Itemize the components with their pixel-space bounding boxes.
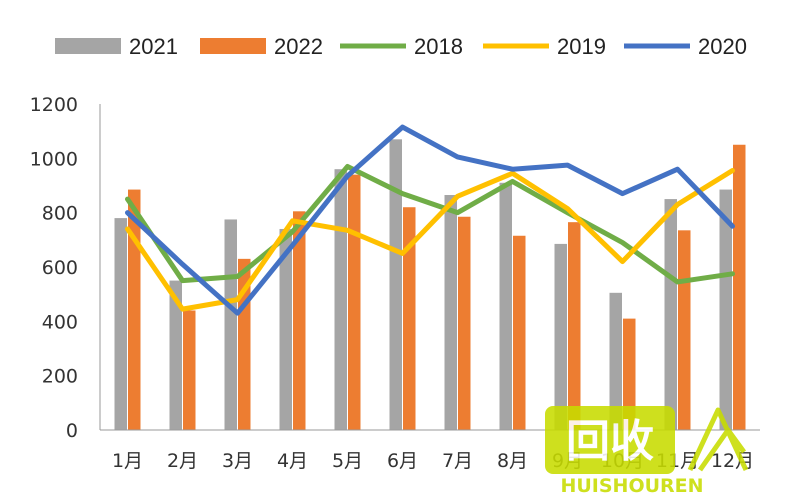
watermark-logo-text: 回收 [566,416,654,467]
watermark-badge [545,406,675,474]
x-tick-label: 4月 [277,450,308,472]
bar-2021-8 [499,182,512,430]
bar-2021-2 [169,280,182,430]
y-tick-label: 0 [66,420,78,442]
watermark-arrow-icon [687,407,749,472]
x-tick-label: 2月 [167,450,198,472]
bar-2021-6 [389,139,402,431]
legend: 2021 2022 2018 2019 2020 [55,34,747,59]
x-tick-label: 6月 [387,450,418,472]
legend-label-2021: 2021 [129,34,178,59]
bar-2021-10 [609,292,622,430]
legend-label-2019: 2019 [557,34,606,59]
bar-2021-12 [719,189,732,430]
axes-layer [99,104,760,431]
line-series-2019 [125,168,735,312]
y-tick-label: 1000 [30,148,78,170]
line-series-2020 [125,124,735,316]
bar-2021-3 [224,219,237,430]
x-tick-label: 7月 [442,450,473,472]
bar-2022-2 [183,310,196,430]
bar-2021-11 [664,199,677,430]
bar-2022-10 [623,318,636,430]
x-tick-label: 5月 [332,450,363,472]
bar-2021-4 [279,228,292,430]
bar-2022-6 [403,207,416,430]
bar-2022-12 [733,144,746,430]
x-tick-label: 1月 [112,450,143,472]
legend-label-2018: 2018 [414,34,463,59]
legend-label-2022: 2022 [274,34,323,59]
bar-2021-7 [444,195,457,430]
y-tick-label: 400 [42,311,78,333]
bar-2022-8 [513,235,526,430]
x-tick-label: 3月 [222,450,253,472]
bar-2022-9 [568,222,581,430]
y-tick-label: 800 [42,203,78,225]
x-tick-label: 8月 [497,450,528,472]
bar-layer [114,139,746,431]
bar-2022-1 [128,189,141,430]
bar-2021-5 [334,169,347,430]
bar-2022-5 [348,174,361,430]
line-layer [125,124,735,316]
watermark-logo: 回收 HUISHOUREN [545,406,749,497]
bar-2021-1 [114,218,127,430]
legend-swatch-2021 [55,38,121,54]
y-tick-label: 1200 [30,94,78,116]
legend-swatch-2022 [200,38,266,54]
bar-2022-7 [458,216,471,430]
bar-2021-9 [554,243,567,430]
legend-label-2020: 2020 [698,34,747,59]
bar-2022-11 [678,230,691,430]
bar-2022-4 [293,211,306,430]
y-tick-label: 600 [42,257,78,279]
y-tick-label: 200 [42,366,78,388]
watermark-brand-text: HUISHOUREN [560,475,703,497]
